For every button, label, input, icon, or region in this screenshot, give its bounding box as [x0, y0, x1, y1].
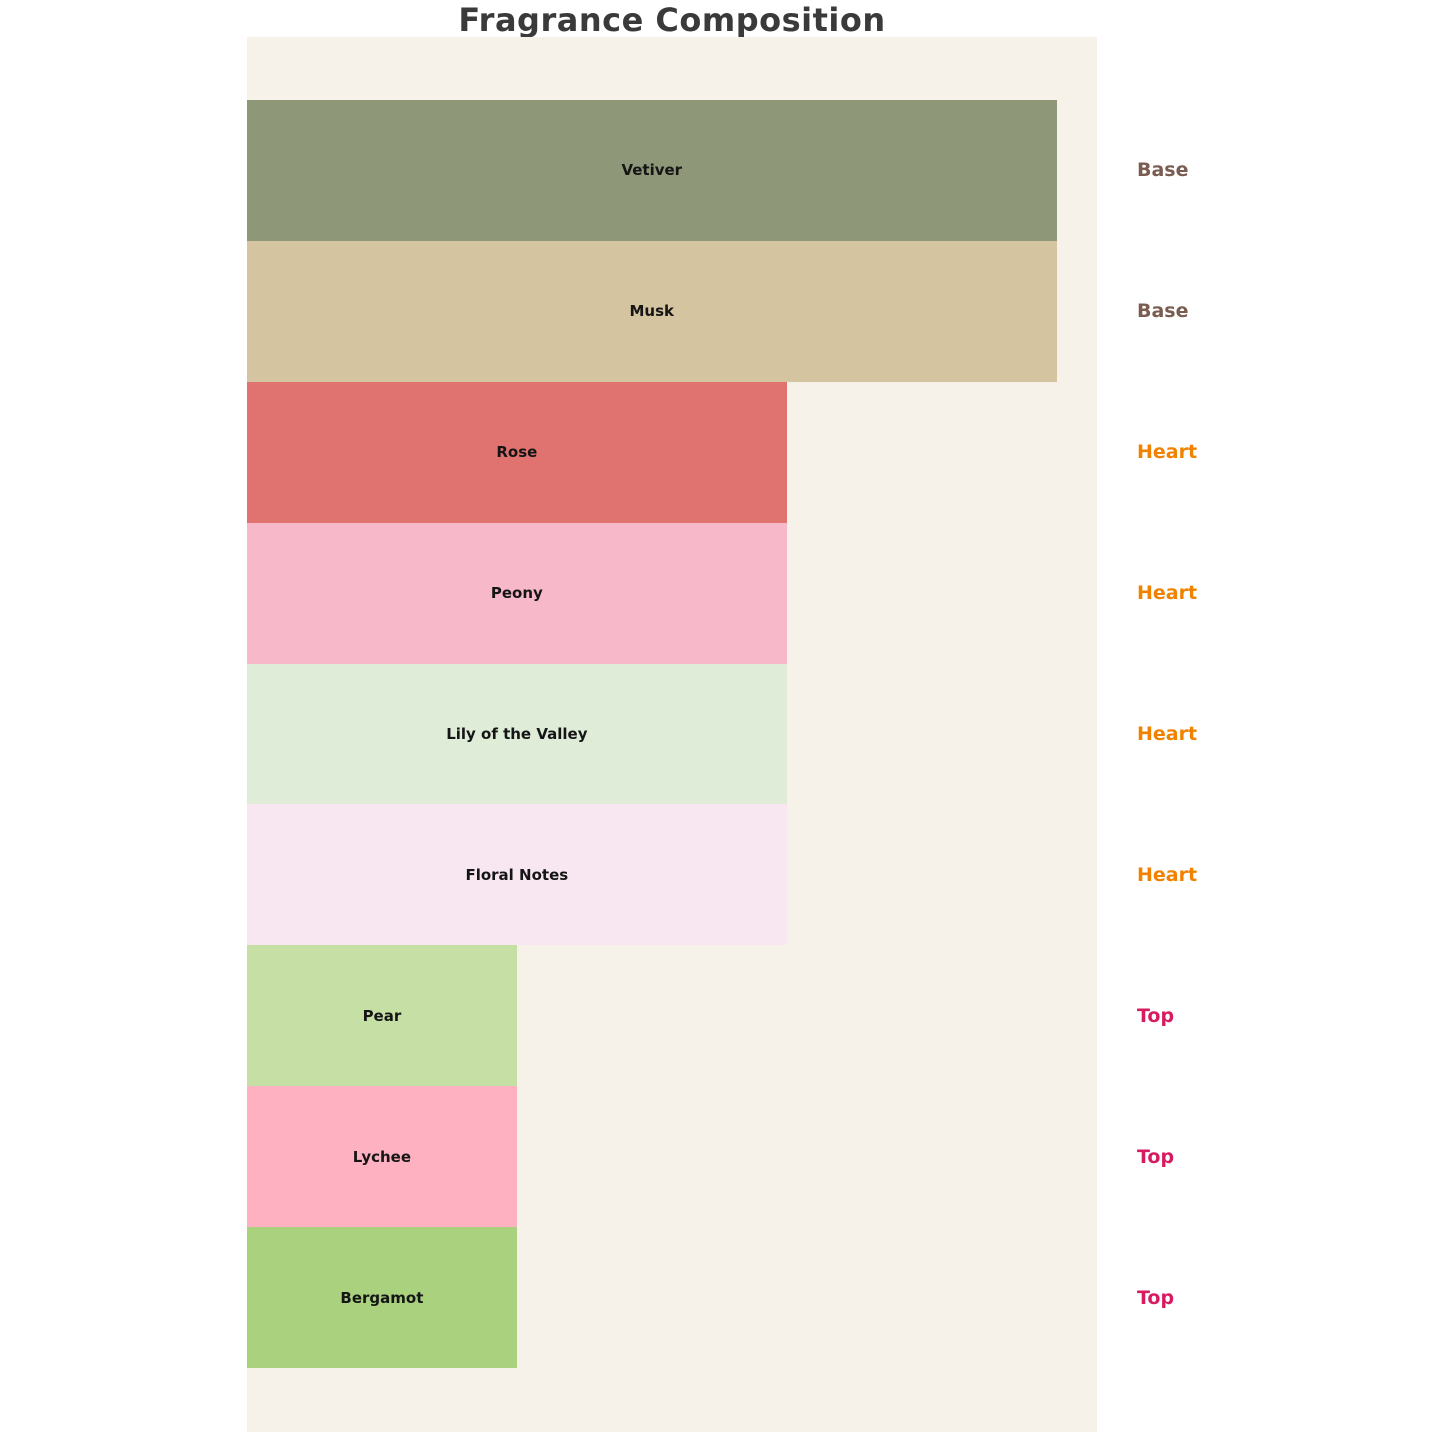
bar-musk: Musk [247, 240, 1057, 382]
category-label-heart: Heart [1137, 723, 1198, 745]
bar-row-musk: Musk [247, 240, 1097, 382]
bar-label: Lily of the Valley [446, 725, 588, 743]
bars-container: Vetiver Musk Rose Peony Lily of the Valley Fl… [247, 100, 1097, 1369]
bar-floral-notes: Floral Notes [247, 804, 787, 946]
bar-lily-of-the-valley: Lily of the Valley [247, 663, 787, 805]
bar-vetiver: Vetiver [247, 100, 1057, 241]
bar-label: Bergamot [340, 1288, 424, 1307]
category-label-top: Top [1137, 1145, 1175, 1168]
category-label-heart: Heart [1137, 863, 1198, 886]
bar-label: Vetiver [621, 161, 683, 180]
category-label-top: Top [1137, 1286, 1175, 1309]
bar-row-bergamot: Bergamot [247, 1227, 1097, 1369]
category-label-base: Base [1137, 300, 1189, 323]
chart-title: Fragrance Composition [458, 1, 886, 39]
category-label-base: Base [1137, 159, 1189, 182]
bar-label: Rose [496, 443, 538, 462]
category-label-heart: Heart [1137, 582, 1198, 605]
category-label-top: Top [1137, 1004, 1175, 1027]
bar-peony: Peony [247, 522, 787, 664]
bar-row-lychee: Lychee [247, 1086, 1097, 1228]
category-labels-column: Base Base Heart Heart Heart Heart Top Top Top [1137, 100, 1387, 1368]
bar-row-lily-of-the-valley: Lily of the Valley [247, 663, 1097, 805]
bar-row-rose: Rose [247, 381, 1097, 523]
bar-row-floral-notes: Floral Notes [247, 804, 1097, 946]
bar-rose: Rose [247, 381, 787, 523]
plot-area: Vetiver Musk Rose Peony Lily of the Valley Fl… [247, 37, 1097, 1432]
bar-lychee: Lychee [247, 1086, 517, 1228]
bar-label: Floral Notes [465, 865, 569, 884]
bar-label: Pear [362, 1006, 402, 1025]
bar-pear: Pear [247, 945, 517, 1087]
category-label-heart: Heart [1137, 441, 1198, 464]
bar-row-vetiver: Vetiver [247, 100, 1097, 241]
bar-row-peony: Peony [247, 522, 1097, 664]
bar-label: Peony [490, 584, 543, 603]
bar-label: Musk [629, 302, 675, 321]
bar-row-pear: Pear [247, 945, 1097, 1087]
bar-label: Lychee [352, 1147, 412, 1166]
bar-bergamot: Bergamot [247, 1227, 517, 1369]
